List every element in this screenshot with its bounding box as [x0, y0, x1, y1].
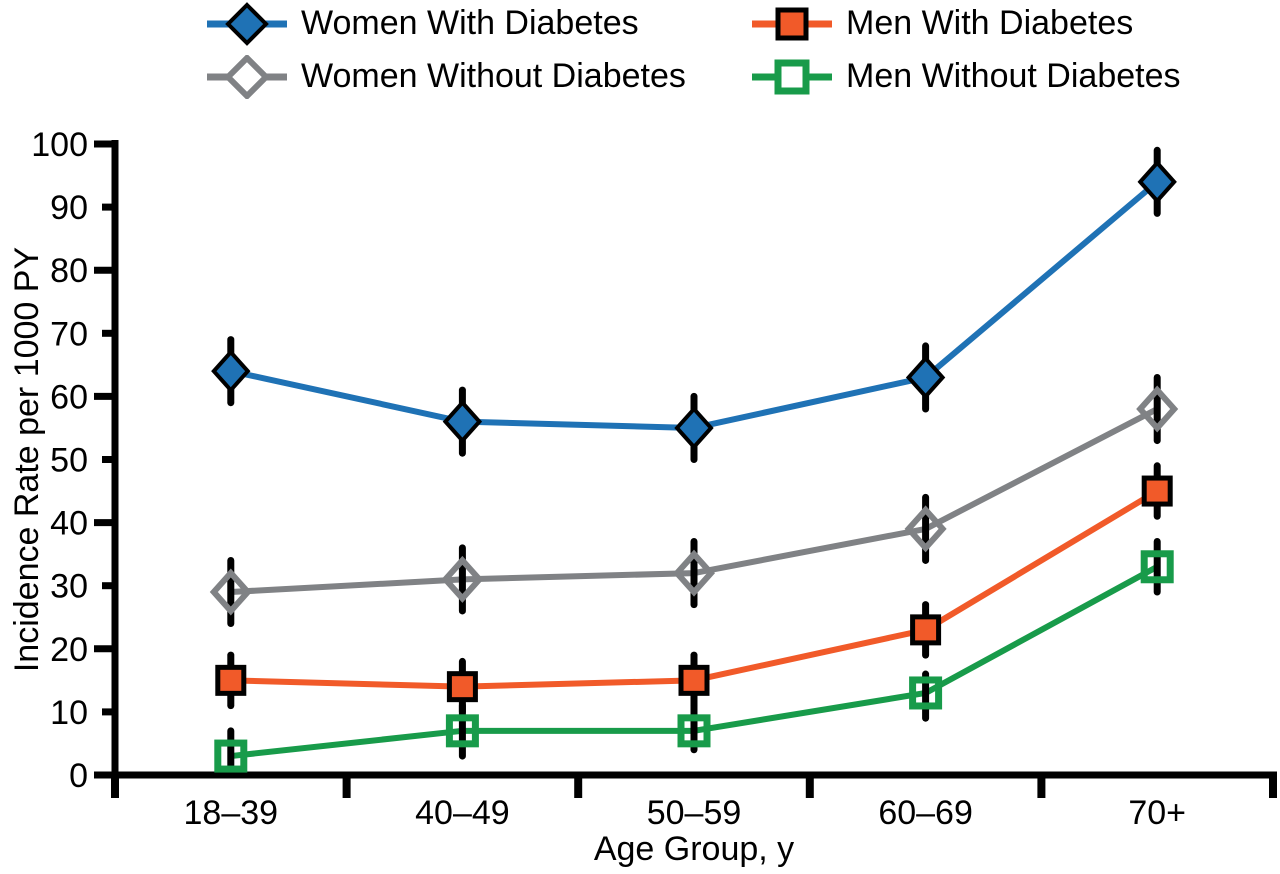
y-tick-label: 50: [50, 442, 88, 480]
legend-item-men-with-diabetes: Men With Diabetes: [750, 0, 1181, 47]
legend-item-women-with-diabetes: Women With Diabetes: [205, 0, 750, 47]
legend-item-men-without-diabetes: Men Without Diabetes: [750, 53, 1181, 100]
legend-item-women-without-diabetes: Women Without Diabetes: [205, 53, 750, 100]
data-point-men-without-diabetes: [214, 739, 248, 773]
legend-label: Men With Diabetes: [846, 4, 1134, 42]
data-point-men-with-diabetes: [215, 664, 247, 696]
data-point-men-with-diabetes: [446, 671, 478, 703]
x-axis-title: Age Group, y: [594, 830, 794, 868]
legend-label: Men Without Diabetes: [846, 57, 1181, 95]
chart-legend: Women With Diabetes Men With Diabetes Wo…: [205, 0, 1181, 100]
data-point-women-without-diabetes: [441, 555, 484, 603]
data-point-women-without-diabetes: [672, 549, 716, 597]
y-tick-label: 20: [50, 631, 88, 669]
legend-marker-diamond-filled-icon: [207, 1, 287, 46]
y-tick-label: 70: [50, 315, 88, 353]
data-point-women-without-diabetes: [1136, 385, 1179, 433]
data-point-men-with-diabetes: [910, 614, 942, 646]
legend-marker-square-open-icon: [752, 59, 832, 94]
y-tick-label: 100: [31, 126, 88, 164]
y-tick-label: 60: [50, 378, 88, 416]
data-point-men-with-diabetes: [1141, 475, 1173, 507]
x-tick-label: 50–59: [647, 794, 742, 832]
y-tick-label: 90: [50, 189, 88, 227]
x-tick-label: 40–49: [415, 794, 510, 832]
y-tick-label: 40: [50, 505, 88, 543]
data-point-women-with-diabetes: [442, 399, 483, 444]
x-tick-label: 60–69: [878, 794, 973, 832]
x-tick-label: 70+: [1128, 794, 1186, 832]
legend-label: Women Without Diabetes: [301, 57, 686, 95]
data-point-women-with-diabetes: [674, 405, 714, 450]
data-point-women-with-diabetes: [211, 349, 251, 394]
legend-marker-diamond-open-icon: [207, 54, 287, 99]
data-point-men-without-diabetes: [1140, 550, 1174, 584]
legend-label: Women With Diabetes: [301, 4, 639, 42]
data-point-women-without-diabetes: [209, 568, 252, 616]
y-tick-label: 30: [50, 568, 88, 606]
y-tick-label: 10: [50, 694, 88, 732]
series-line-women-with-diabetes: [230, 179, 1160, 431]
data-point-women-without-diabetes: [904, 505, 947, 553]
data-point-women-with-diabetes: [905, 355, 946, 400]
legend-marker-square-filled-icon: [752, 7, 832, 40]
data-point-men-without-diabetes: [677, 714, 711, 748]
data-point-men-without-diabetes: [909, 676, 943, 710]
data-point-men-without-diabetes: [445, 714, 479, 748]
y-axis-title: Incidence Rate per 1000 PY: [8, 247, 46, 672]
data-point-women-with-diabetes: [1137, 159, 1177, 204]
y-tick-label: 0: [69, 757, 88, 795]
data-point-men-with-diabetes: [678, 664, 710, 696]
y-tick-label: 80: [50, 252, 88, 290]
x-tick-label: 18–39: [184, 794, 279, 832]
